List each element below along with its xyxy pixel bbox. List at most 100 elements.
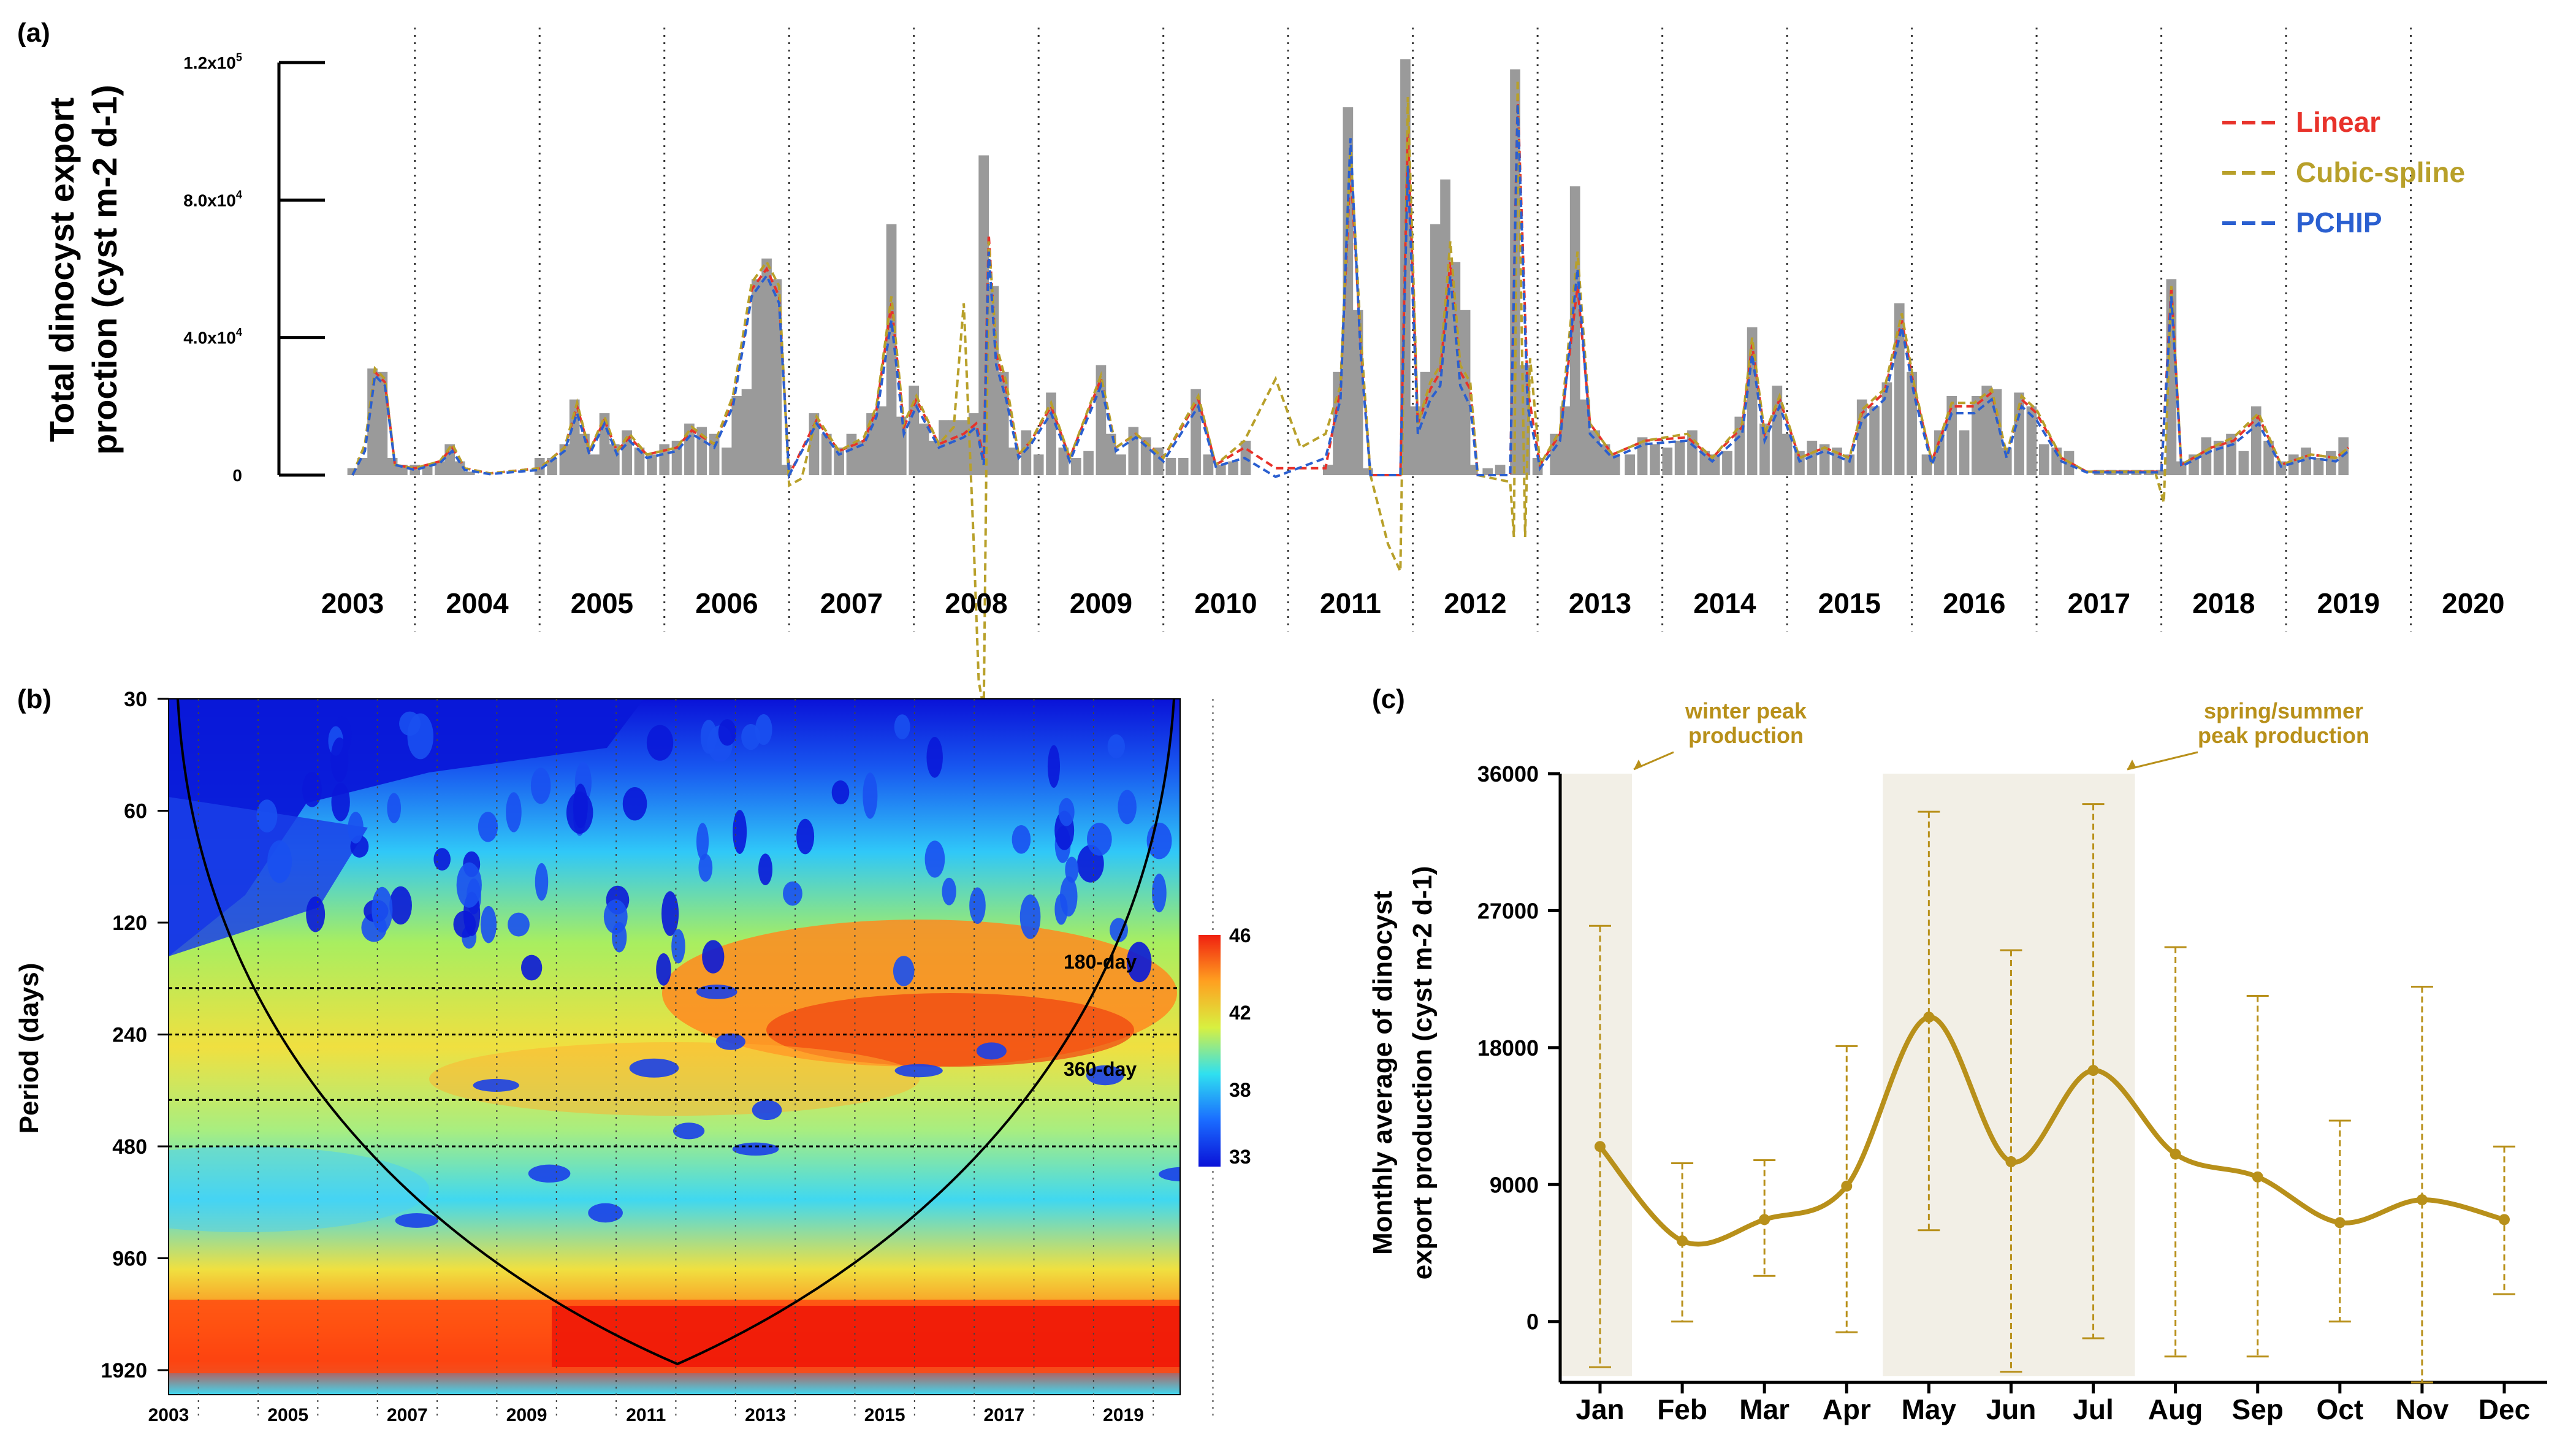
- bar: [1625, 454, 1636, 475]
- bar: [1153, 448, 1164, 475]
- bar: [2026, 406, 2037, 475]
- period-tick-label: 480: [112, 1135, 147, 1159]
- y-axis-label-c-line2: export production (cyst m-2 d-1): [1408, 866, 1438, 1280]
- blob: [306, 896, 326, 932]
- month-label: Jan: [1576, 1393, 1624, 1425]
- bar: [1856, 399, 1867, 475]
- blob: [671, 929, 685, 964]
- month-label: Jun: [1986, 1393, 2037, 1425]
- blob: [612, 921, 627, 953]
- year-tick-label: 2011: [626, 1405, 666, 1425]
- colorbar-tick-label: 42: [1229, 1002, 1251, 1024]
- blob: [926, 737, 943, 778]
- bar: [809, 413, 820, 475]
- year-label: 2011: [1320, 587, 1381, 619]
- blob: [1107, 734, 1126, 759]
- series-line-pchip: [351, 104, 2350, 480]
- year-tick-label: 2009: [506, 1405, 547, 1425]
- month-label: Apr: [1823, 1393, 1871, 1425]
- year-label: 2012: [1444, 587, 1506, 619]
- bar-series: [347, 59, 2349, 476]
- blob: [1058, 798, 1075, 826]
- bar: [2238, 451, 2249, 475]
- bar: [2156, 470, 2166, 475]
- cone-of-influence: [177, 698, 1175, 1366]
- mean-point: [2087, 1065, 2099, 1076]
- mean-point: [1595, 1141, 1606, 1153]
- bar: [547, 457, 557, 475]
- bar: [2263, 440, 2274, 475]
- bar: [2014, 392, 2024, 475]
- mean-point: [2416, 1194, 2428, 1206]
- wavelet-power-heatmap: [169, 699, 1180, 1395]
- y-axis-label-b: Period (days): [14, 963, 44, 1134]
- blob: [783, 881, 802, 906]
- period-reference-lines: [169, 987, 1180, 1148]
- blob: [302, 772, 322, 807]
- interpolation-lines: [351, 79, 2350, 709]
- blob: [702, 940, 725, 974]
- blob: [256, 799, 278, 833]
- year-tick-label: 2017: [983, 1405, 1024, 1425]
- bar: [761, 258, 772, 475]
- y-tick-label: 4.0x104: [183, 326, 243, 348]
- shaded-region: [1560, 774, 1632, 1376]
- panel-b: (b): [14, 684, 1251, 1425]
- blob: [629, 1058, 679, 1078]
- bar: [1083, 451, 1094, 475]
- y-tick-label: 18000: [1477, 1035, 1539, 1061]
- bar: [1609, 454, 1620, 475]
- bar: [1228, 461, 1238, 475]
- period-tick-label: 1920: [101, 1359, 147, 1382]
- bar: [435, 461, 445, 475]
- blob: [894, 714, 910, 740]
- annotation-line1: spring/summer: [2204, 698, 2363, 723]
- bar: [928, 440, 939, 475]
- bar: [1907, 372, 1917, 475]
- panel-label-b: (b): [17, 684, 51, 714]
- blob: [758, 853, 773, 886]
- blob: [1019, 894, 1041, 939]
- annotation-line2: peak production: [2198, 723, 2369, 748]
- y-axis-label-a-line1: Total dinocyst export: [42, 97, 81, 442]
- blob: [1059, 876, 1078, 917]
- wavelet-blobs: [256, 711, 1180, 1228]
- mean-point: [1841, 1180, 1853, 1192]
- period-tick-label: 60: [124, 800, 147, 823]
- blob: [330, 737, 349, 782]
- year-label: 2017: [2068, 587, 2130, 619]
- bar: [1709, 454, 1720, 475]
- mean-point: [1677, 1235, 1688, 1247]
- bar: [1116, 454, 1126, 475]
- blob: [1159, 1167, 1180, 1182]
- blob: [969, 887, 986, 924]
- bar: [876, 406, 887, 475]
- bar: [771, 279, 782, 475]
- bar: [1467, 465, 1478, 475]
- blob: [1152, 874, 1167, 913]
- bar: [454, 461, 465, 475]
- bar: [1343, 107, 1354, 476]
- y-axis-label-c-line1: Monthly average of dinocyst: [1368, 891, 1398, 1255]
- year-dotted-lines: [197, 699, 1214, 1419]
- year-tick-label: 2005: [267, 1405, 308, 1425]
- bar: [367, 368, 378, 475]
- bar: [1215, 465, 1226, 475]
- mean-point: [1923, 1012, 1935, 1023]
- y-ticks-c: 0 9000 18000 27000 36000: [1477, 761, 1560, 1335]
- bar: [1178, 457, 1189, 475]
- bar: [958, 420, 969, 475]
- bar: [1203, 454, 1214, 475]
- year-tick-label: 2015: [864, 1405, 905, 1425]
- y-tick-label: 27000: [1477, 898, 1539, 923]
- colorbar-tick-label: 33: [1229, 1146, 1251, 1168]
- panel-label-a: (a): [17, 18, 50, 48]
- blob: [506, 792, 522, 833]
- bar: [939, 420, 949, 475]
- bar: [1580, 399, 1590, 475]
- blob: [732, 1142, 779, 1156]
- bar: [2201, 437, 2212, 475]
